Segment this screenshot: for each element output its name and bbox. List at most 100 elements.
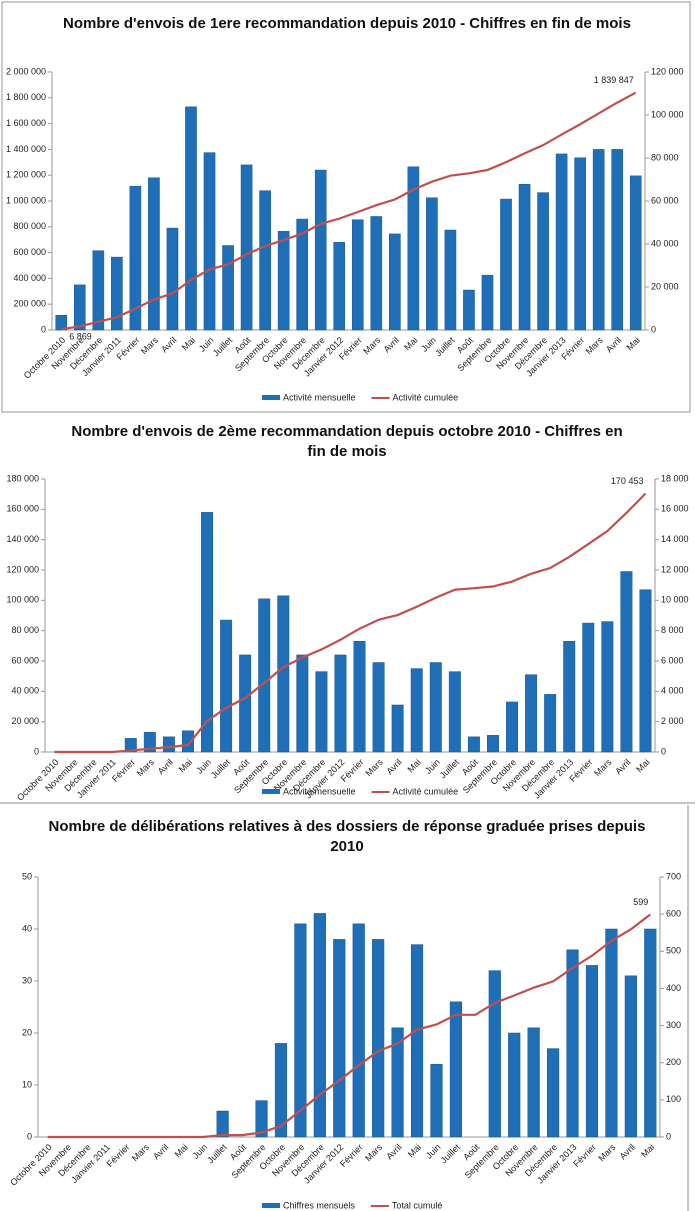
value-label: 599 [633, 897, 648, 907]
bar [555, 153, 568, 331]
bar [274, 1043, 288, 1138]
bar [639, 589, 652, 753]
x-tick-label: Juillet [433, 335, 457, 359]
line [54, 492, 647, 754]
y-tick-label: 100 000 [6, 595, 39, 605]
bar [629, 175, 642, 331]
y2-tick-label: 0 [661, 746, 666, 756]
bar [389, 233, 401, 331]
x-tick-label: Juillet [209, 757, 233, 781]
bar [124, 738, 137, 753]
x-tick-label: Mars [363, 757, 385, 779]
bar [220, 619, 233, 753]
x-tick-label: Avril [156, 757, 175, 776]
bar [487, 735, 499, 753]
bar [500, 198, 512, 331]
bar [92, 250, 105, 331]
bar [255, 1100, 268, 1138]
y-tick-label: 20 000 [11, 716, 39, 726]
y2-tick-label: 40 000 [651, 238, 679, 248]
y2-tick-label: 60 000 [651, 195, 679, 205]
legend-swatch [262, 395, 280, 400]
bar [481, 274, 494, 331]
y2-tick-label: 20 000 [651, 281, 679, 291]
y2-tick-label: 14 000 [661, 534, 689, 544]
x-tick-label: Mars [130, 1142, 152, 1164]
legend-swatch [262, 1203, 280, 1208]
chart-title: Nombre de délibérations relatives à des … [48, 818, 646, 855]
bar [277, 231, 290, 331]
bar [566, 949, 579, 1138]
bar [313, 913, 326, 1138]
bar [582, 622, 595, 753]
bar [426, 197, 438, 331]
y-tick-label: 0 [34, 746, 39, 756]
x-tick-label: Mai [406, 1142, 423, 1159]
bar [444, 229, 457, 331]
bar [239, 654, 252, 753]
y2-tick-label: 12 000 [661, 564, 689, 574]
y2-tick-label: 100 000 [651, 109, 684, 119]
bar [429, 662, 442, 753]
bar [601, 621, 614, 753]
bar [620, 571, 633, 753]
y2-tick-label: 2 000 [661, 716, 684, 726]
bar [351, 219, 364, 331]
bar [547, 1048, 560, 1138]
x-tick-label: Avril [618, 1142, 637, 1161]
bar [463, 289, 475, 331]
bar [111, 256, 123, 331]
x-tick-label: Avril [382, 335, 401, 354]
bar [333, 242, 346, 331]
y-tick-label: 200 000 [13, 299, 46, 309]
x-tick-label: Avril [384, 757, 403, 776]
y2-tick-label: 0 [666, 1131, 671, 1141]
bar [294, 923, 307, 1138]
y2-tick-label: 120 000 [651, 66, 684, 76]
x-tick-label: Juillet [205, 1142, 229, 1166]
y-tick-label: 10 [22, 1079, 32, 1089]
bar [353, 641, 366, 753]
bar [467, 736, 480, 753]
bar [259, 190, 271, 331]
bar [277, 595, 290, 753]
x-tick-label: Mars [363, 1142, 385, 1164]
y2-tick-label: 200 [666, 1057, 681, 1067]
x-tick-label: Avril [604, 335, 623, 354]
x-tick-label: Mars [135, 757, 157, 779]
y2-tick-label: 6 000 [661, 655, 684, 665]
x-tick-label: Mai [402, 335, 419, 352]
line [47, 913, 651, 1139]
value-label: 6 869 [69, 331, 92, 341]
y-tick-label: 1 000 000 [6, 195, 46, 205]
y-tick-label: 0 [27, 1131, 32, 1141]
bar [166, 227, 179, 331]
bar [372, 662, 385, 753]
y-tick-label: 180 000 [6, 473, 39, 483]
bar [203, 152, 216, 331]
y-tick-label: 20 [22, 1027, 32, 1037]
y2-tick-label: 0 [651, 324, 656, 334]
y2-tick-label: 700 [666, 871, 681, 881]
y-tick-label: 400 000 [13, 273, 46, 283]
y-tick-label: 160 000 [6, 504, 39, 514]
bar [448, 671, 461, 753]
bar [410, 668, 423, 753]
y-tick-label: 1 400 000 [6, 144, 46, 154]
bar [240, 164, 253, 331]
x-tick-label: Juillet [211, 335, 235, 359]
chart-title: Nombre d'envois de 2ème recommandation d… [71, 423, 623, 460]
y-tick-label: 40 [22, 923, 32, 933]
legend-label: Activité cumulée [393, 786, 459, 796]
bar [585, 965, 599, 1138]
y2-tick-label: 8 000 [661, 625, 684, 635]
y-tick-label: 140 000 [6, 534, 39, 544]
y-tick-label: 40 000 [11, 686, 39, 696]
y-tick-label: 1 800 000 [6, 92, 46, 102]
y-tick-label: 1 200 000 [6, 170, 46, 180]
y2-tick-label: 80 000 [651, 152, 679, 162]
bar [222, 245, 234, 331]
x-tick-label: Mars [139, 335, 161, 357]
x-tick-label: Avril [613, 757, 632, 776]
x-tick-label: Mai [180, 335, 197, 352]
